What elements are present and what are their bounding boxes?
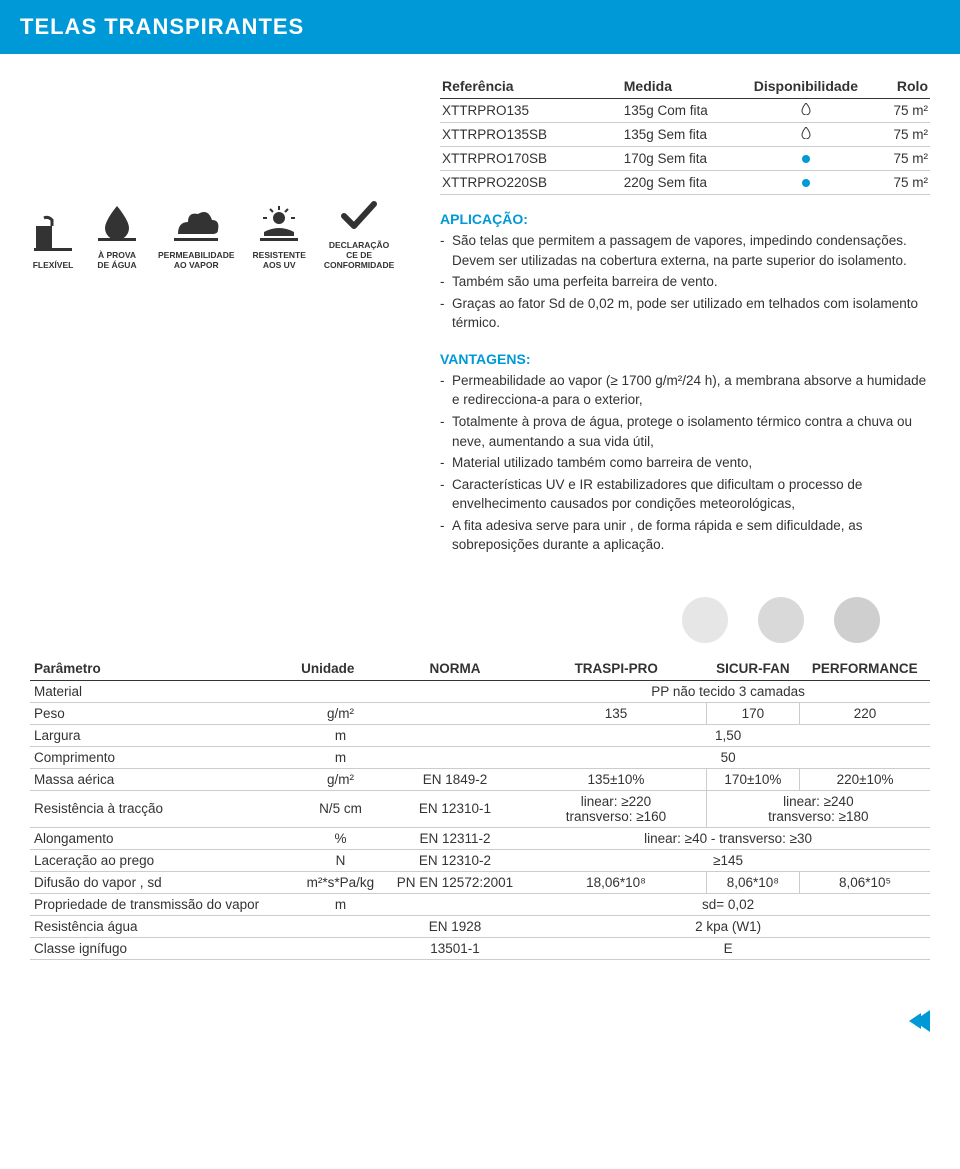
footer-arrow: [0, 990, 960, 1055]
circle-performance: [834, 597, 880, 643]
ref-table-row: XTTRPRO220SB220g Sem fita75 m²: [440, 171, 930, 195]
list-item: Totalmente à prova de água, protege o is…: [440, 412, 930, 451]
circle-traspi-pro: [682, 597, 728, 643]
page-title: TELAS TRANSPIRANTES: [20, 14, 304, 39]
param-table-header: NORMA: [384, 657, 526, 681]
list-item: Características UV e IR estabilizadores …: [440, 475, 930, 514]
param-table-row: Difusão do vapor , sdm²*s*Pa/kgPN EN 125…: [30, 871, 930, 893]
param-table-header: Unidade: [297, 657, 384, 681]
dot-icon: [802, 179, 810, 187]
ref-table-row: XTTRPRO135135g Com fita75 m²: [440, 99, 930, 123]
parameter-table: ParâmetroUnidadeNORMATRASPI-PROSICUR-FAN…: [30, 657, 930, 960]
reference-table: ReferênciaMedidaDisponibilidadeRolo XTTR…: [440, 74, 930, 195]
param-table-row: Comprimentom50: [30, 746, 930, 768]
chevron-left-icon: [908, 1010, 930, 1032]
param-table-row: Alongamento%EN 12311-2linear: ≥40 - tran…: [30, 827, 930, 849]
param-table-row: Massa aéricag/m²EN 1849-2135±10%170±10%2…: [30, 768, 930, 790]
param-table-row: Classe ignífugo13501-1E: [30, 937, 930, 959]
vapor-icon: PERMEABILIDADEAO VAPOR: [158, 204, 235, 270]
param-table-row: Pesog/m²135170220: [30, 702, 930, 724]
ref-table-row: XTTRPRO170SB170g Sem fita75 m²: [440, 147, 930, 171]
list-item: São telas que permitem a passagem de vap…: [440, 231, 930, 270]
waterproof-icon: À PROVADE ÁGUA: [94, 204, 140, 270]
param-table-header: Parâmetro: [30, 657, 297, 681]
circle-sicur-fan: [758, 597, 804, 643]
ref-table-row: XTTRPRO135SB135g Sem fita75 m²: [440, 123, 930, 147]
param-table-header: SICUR-FAN: [706, 657, 799, 681]
flex-icon: FLEXÍVEL: [30, 214, 76, 270]
drop-icon: [801, 103, 811, 115]
list-item: A fita adesiva serve para unir , de form…: [440, 516, 930, 555]
list-item: Também são uma perfeita barreira de vent…: [440, 272, 930, 292]
param-table-row: Larguram1,50: [30, 724, 930, 746]
dot-icon: [802, 155, 810, 163]
aplicacao-list: São telas que permitem a passagem de vap…: [440, 231, 930, 333]
aplicacao-title: APLICAÇÃO:: [440, 211, 930, 227]
param-table-header: PERFORMANCE: [800, 657, 930, 681]
drop-icon: [801, 127, 811, 139]
param-table-row: Resistência águaEN 19282 kpa (W1): [30, 915, 930, 937]
list-item: Material utilizado também como barreira …: [440, 453, 930, 473]
param-table-row: Resistência à tracçãoN/5 cmEN 12310-1lin…: [30, 790, 930, 827]
ce-icon: DECLARAÇÃOCE DECONFORMIDADE: [324, 194, 394, 271]
vantagens-list: Permeabilidade ao vapor (≥ 1700 g/m²/24 …: [440, 371, 930, 555]
param-table-header: TRASPI-PRO: [526, 657, 706, 681]
ref-table-header: Medida: [622, 74, 752, 99]
list-item: Permeabilidade ao vapor (≥ 1700 g/m²/24 …: [440, 371, 930, 410]
vantagens-title: VANTAGENS:: [440, 351, 930, 367]
product-circles: [30, 597, 880, 643]
main-content: FLEXÍVEL À PROVADE ÁGUA PERMEABILIDADEAO V…: [0, 54, 960, 990]
list-item: Graças ao fator Sd de 0,02 m, pode ser u…: [440, 294, 930, 333]
ref-table-header: Rolo: [860, 74, 930, 99]
uv-icon: RESISTENTEAOS UV: [253, 204, 306, 270]
param-table-row: MaterialPP não tecido 3 camadas: [30, 680, 930, 702]
ref-table-header: Disponibilidade: [752, 74, 860, 99]
feature-icons-row: FLEXÍVEL À PROVADE ÁGUA PERMEABILIDADEAO V…: [30, 194, 420, 271]
ref-table-header: Referência: [440, 74, 622, 99]
param-table-row: Propriedade de transmissão do vapormsd= …: [30, 893, 930, 915]
param-table-row: Laceração ao pregoNEN 12310-2≥145: [30, 849, 930, 871]
page-header: TELAS TRANSPIRANTES: [0, 0, 960, 54]
